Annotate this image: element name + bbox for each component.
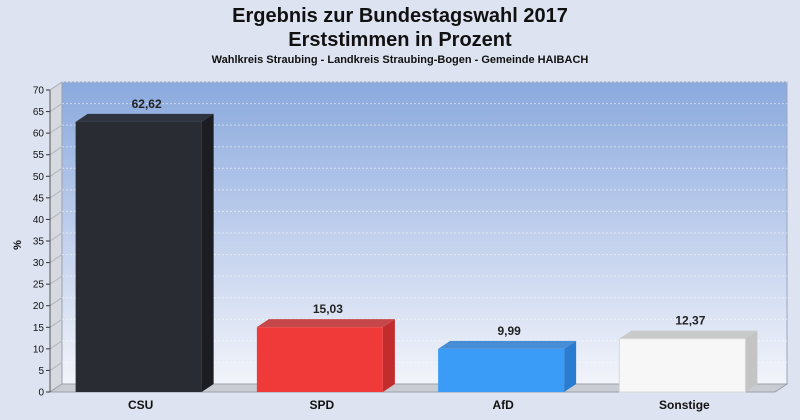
y-tick-label: 70 xyxy=(33,86,45,97)
gridline-side xyxy=(49,167,63,177)
bar-side xyxy=(382,319,395,392)
gridline-side xyxy=(49,254,63,263)
y-tick-label: 65 xyxy=(33,107,45,118)
bar-value-label: 15,03 xyxy=(313,302,343,316)
gridline-side xyxy=(49,189,63,199)
y-tick-label: 50 xyxy=(33,172,45,183)
y-axis-label: % xyxy=(12,240,24,250)
bar-side xyxy=(564,340,577,392)
y-tick-label: 5 xyxy=(38,366,44,377)
bar-csu xyxy=(75,121,202,393)
y-tick-label: 55 xyxy=(33,150,45,161)
bar-top xyxy=(619,330,758,339)
y-tick-label: 0 xyxy=(38,388,44,399)
bar-spd xyxy=(256,327,383,392)
gridline-side xyxy=(49,340,63,350)
bar-top xyxy=(438,340,577,349)
y-tick-label: 60 xyxy=(33,129,45,140)
gridline-side xyxy=(49,81,63,91)
gridline-side xyxy=(49,297,63,307)
x-tick-label: CSU xyxy=(128,398,153,412)
gridline-side xyxy=(49,275,63,285)
bar-sonstige xyxy=(618,338,746,393)
y-tick-label: 20 xyxy=(33,301,45,312)
gridline-side xyxy=(49,124,63,134)
x-tick-label: SPD xyxy=(310,398,335,412)
y-tick-label: 15 xyxy=(33,323,45,334)
x-tick-label: Sonstige xyxy=(659,398,710,412)
bar-value-label: 12,37 xyxy=(675,314,705,328)
chart-region-label: Wahlkreis Straubing - Landkreis Straubin… xyxy=(211,54,589,66)
bar-value-label: 9,99 xyxy=(497,324,521,338)
gridline-side xyxy=(49,103,63,112)
chart-title: Ergebnis zur Bundestagswahl 2017 xyxy=(232,5,568,27)
bar-side xyxy=(201,113,214,393)
gridline-side xyxy=(49,211,63,220)
chart-subtitle: Erststimmen in Prozent xyxy=(288,29,512,51)
bar-top xyxy=(75,113,214,122)
gridline-side xyxy=(49,362,63,371)
bar-top xyxy=(256,319,395,328)
y-tick-label: 40 xyxy=(33,215,45,226)
y-tick-label: 30 xyxy=(33,258,45,269)
y-tick-label: 10 xyxy=(33,344,45,355)
x-tick-label: AfD xyxy=(492,398,514,412)
gridline-side xyxy=(49,232,63,242)
gridline-side xyxy=(49,318,63,328)
bar-side xyxy=(745,330,758,392)
y-tick-label: 25 xyxy=(33,280,45,291)
bar-value-label: 62,62 xyxy=(132,97,162,111)
gridline-side xyxy=(49,146,63,156)
bar-afd xyxy=(438,348,565,392)
y-tick-label: 45 xyxy=(33,193,45,204)
y-tick-label: 35 xyxy=(33,237,45,248)
